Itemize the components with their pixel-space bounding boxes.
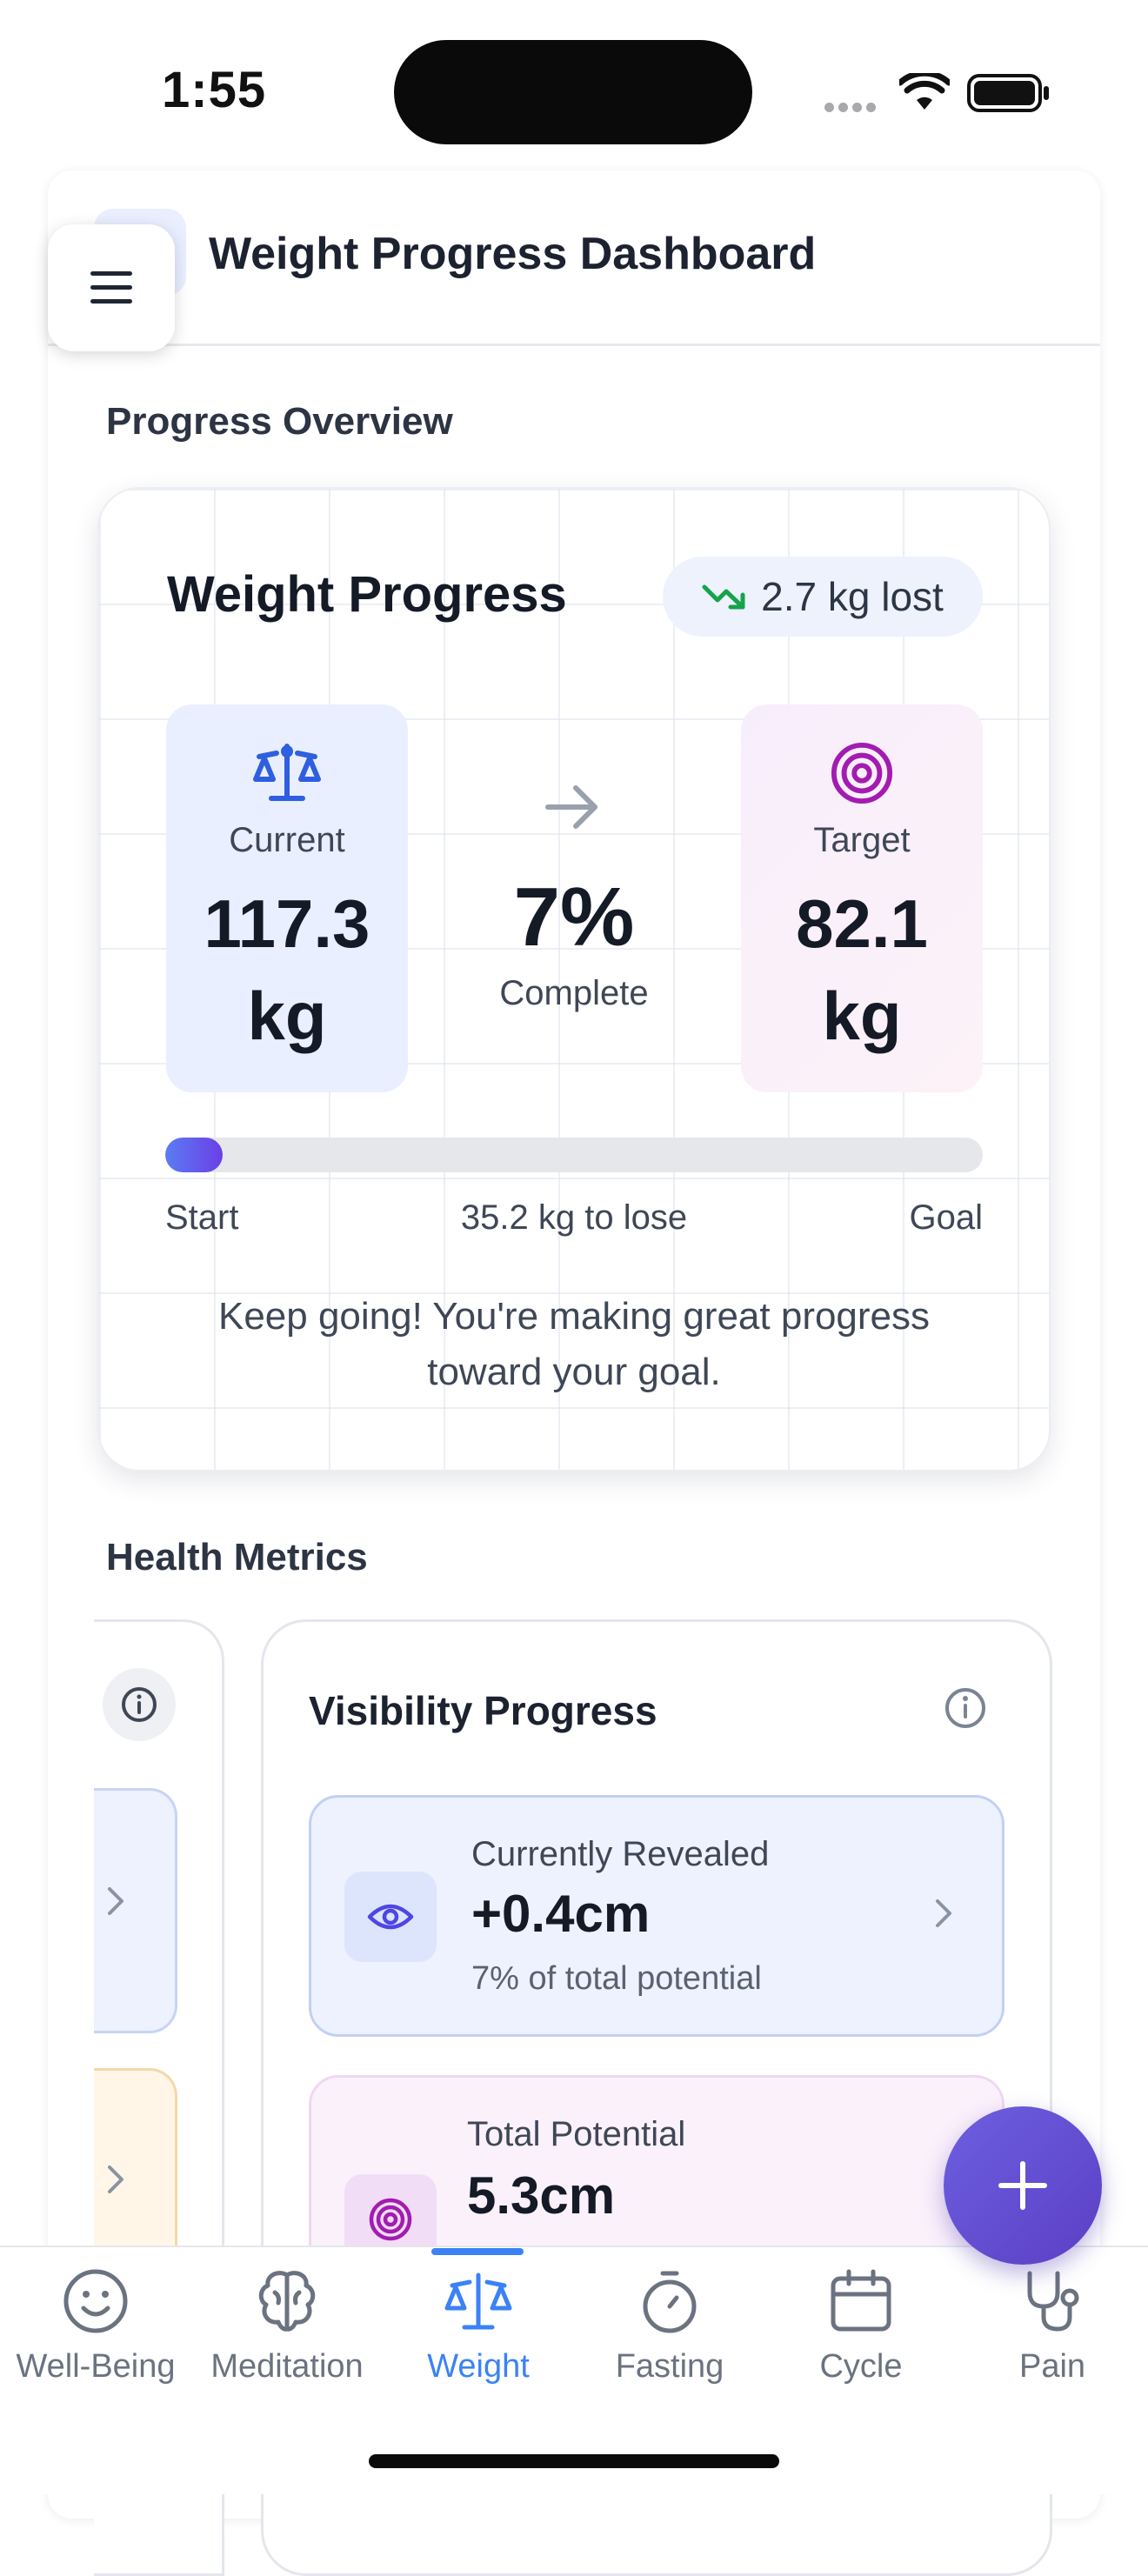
currently-revealed-subtext: 7% of total potential [471, 1960, 762, 1997]
chevron-right-icon [106, 2164, 125, 2204]
chevron-right-icon [936, 1899, 951, 1927]
header-divider [48, 344, 1100, 346]
hamburger-menu-icon [90, 271, 132, 304]
health-metrics-heading: Health Metrics [106, 1536, 368, 1578]
total-potential-value: 5.3cm [467, 2166, 616, 2225]
target-icon [369, 2198, 412, 2241]
weight-progress-title: Weight Progress [167, 566, 567, 623]
target-label: Target [813, 821, 911, 859]
scale-icon [444, 2272, 512, 2330]
home-indicator [369, 2454, 779, 2468]
nav-cycle[interactable]: Cycle [765, 2261, 957, 2386]
nav-meditation[interactable]: Meditation [191, 2261, 383, 2386]
info-icon[interactable] [103, 1668, 176, 1741]
trending-down-icon [702, 584, 745, 610]
wifi-icon [899, 73, 950, 110]
stethoscope-icon [1027, 2271, 1079, 2332]
visibility-progress-title: Visibility Progress [309, 1688, 657, 1733]
chevron-right-icon [106, 1885, 125, 1925]
current-label: Current [229, 821, 345, 859]
active-tab-indicator [431, 2248, 524, 2255]
progress-percent-label: Complete [499, 974, 649, 1012]
plus-icon [998, 2161, 1047, 2210]
bar-goal-label: Goal [909, 1198, 984, 1237]
progress-overview-heading: Progress Overview [106, 400, 453, 443]
add-entry-button[interactable] [944, 2106, 1102, 2265]
arrow-right-icon [545, 785, 597, 829]
progress-bar-fill [165, 1138, 223, 1172]
target-weight-box: Target 82.1 kg [741, 704, 983, 1092]
target-weight-value: 82.1 kg [796, 885, 928, 1054]
total-potential-label: Total Potential [467, 2115, 686, 2153]
scale-icon [253, 744, 321, 801]
motivation-text: Keep going! You're making great progress… [217, 1295, 931, 1393]
dynamic-island [394, 40, 752, 144]
progress-bar [165, 1138, 983, 1172]
weight-lost-text: 2.7 kg lost [761, 574, 944, 619]
revealed-icon-box [344, 1872, 437, 1962]
previous-metric-item[interactable] [94, 1788, 177, 2033]
currently-revealed-label: Currently Revealed [471, 1835, 770, 1873]
battery-icon [967, 74, 1049, 112]
bar-start-label: Start [165, 1198, 239, 1237]
calendar-icon [831, 2269, 891, 2332]
kg-to-lose-label: 35.2 kg to lose [460, 1198, 688, 1237]
cellular-signal-icon [824, 101, 880, 117]
menu-button[interactable] [48, 224, 175, 351]
nav-pain[interactable]: Pain [957, 2261, 1148, 2386]
smiley-icon [63, 2269, 128, 2333]
weight-lost-badge: 2.7 kg lost [663, 557, 983, 637]
bottom-navigation [0, 2246, 1148, 2494]
stopwatch-icon [643, 2271, 697, 2333]
brain-icon [258, 2271, 316, 2332]
current-weight-value: 117.3 kg [204, 885, 370, 1054]
nav-weight[interactable]: Weight [383, 2261, 574, 2386]
nav-well-being[interactable]: Well-Being [0, 2261, 191, 2386]
progress-percent: 7% [513, 871, 635, 964]
currently-revealed-value: +0.4cm [471, 1885, 651, 1943]
nav-fasting[interactable]: Fasting [574, 2261, 765, 2386]
info-icon[interactable] [943, 1685, 988, 1731]
target-icon [831, 742, 893, 804]
page-title: Weight Progress Dashboard [209, 229, 817, 279]
status-time: 1:55 [162, 62, 267, 118]
eye-icon [367, 1904, 414, 1930]
current-weight-box: Current 117.3 kg [166, 704, 408, 1092]
